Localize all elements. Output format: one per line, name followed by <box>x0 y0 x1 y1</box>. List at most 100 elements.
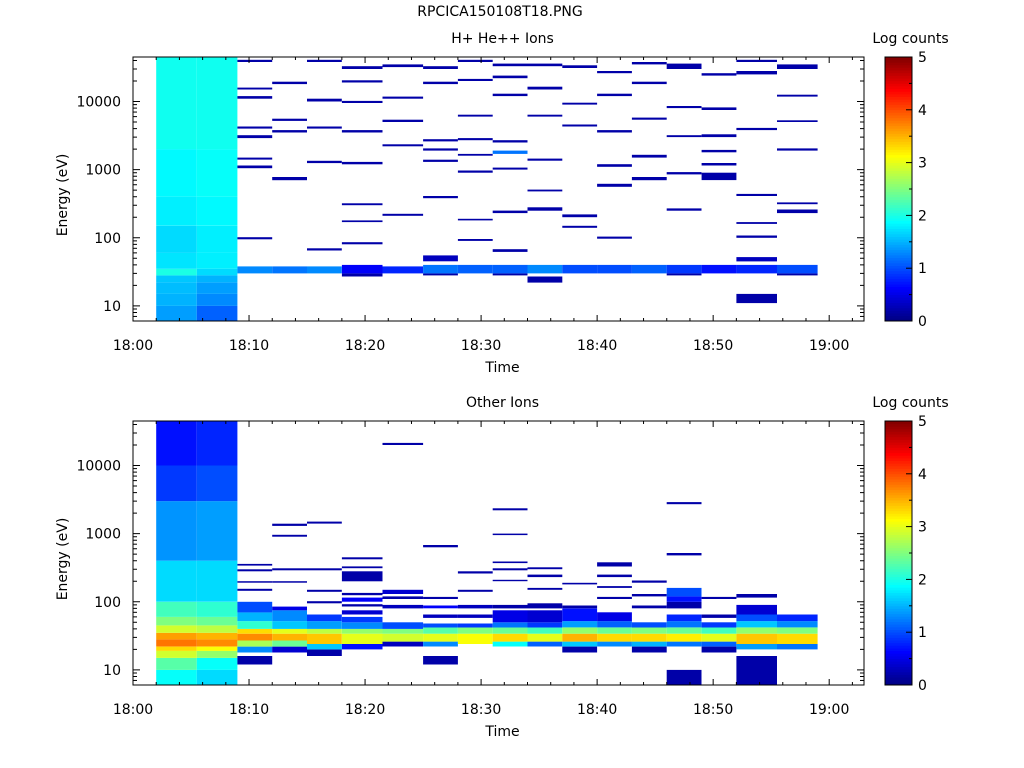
panel2-heat-cell <box>307 621 342 629</box>
panel1-colorbar-step <box>885 57 912 61</box>
panel1-colorbar-step <box>885 252 912 256</box>
panel1-heat-cell <box>736 235 777 238</box>
panel1-heat-cell <box>196 305 238 321</box>
panel1-colorbar-step <box>885 165 912 169</box>
panel1-colorbar-step <box>885 204 912 208</box>
panel2-colorbar-step <box>885 518 912 522</box>
panel1-heat-cell <box>777 209 818 214</box>
panel2-heat-cell <box>631 605 667 609</box>
panel2-heat-cell <box>156 501 197 561</box>
panel2-colorbar-step <box>885 658 912 662</box>
panel1-heat-cell <box>597 236 632 239</box>
panel1-heat-cell <box>382 144 424 147</box>
panel2-colorbar-step <box>885 650 912 654</box>
panel1-heat-cell <box>237 87 273 90</box>
panel1-heat-cell <box>341 80 383 83</box>
panel2-heat-cell <box>562 582 598 585</box>
panel1-colorbar-step <box>885 88 912 92</box>
panel2-x-tick-label: 18:50 <box>693 702 733 718</box>
panel2-colorbar-step <box>885 616 912 620</box>
panel1-colorbar-step <box>885 307 912 311</box>
panel2-heat-cell <box>423 545 458 548</box>
panel1-colorbar-step <box>885 315 912 319</box>
panel2-heat-cell <box>423 641 458 647</box>
panel2-heat-cell <box>597 612 632 622</box>
panel1-colorbar-step <box>885 152 912 156</box>
panel2-heat-cell <box>307 644 342 650</box>
panel2-heat-cell <box>666 553 702 556</box>
panel1-heat-cell <box>237 237 273 240</box>
panel1-heat-cell <box>597 130 632 133</box>
panel2-heat-cell <box>597 562 632 567</box>
panel2-heat-cell <box>527 627 563 634</box>
panel2-heat-cell <box>597 596 632 599</box>
panel1-colorbar-step <box>885 297 912 301</box>
panel1-heat-cell <box>457 138 493 141</box>
panel2-heat-cell <box>777 614 818 622</box>
panel2-colorbar-step <box>885 597 912 601</box>
panel2-colorbar-step <box>885 555 912 559</box>
panel2-colorbar-step <box>885 655 912 659</box>
panel1-heat-cell <box>423 139 458 142</box>
panel1-colorbar-step <box>885 218 912 222</box>
panel1-heat-cell <box>457 218 493 221</box>
panel1-colorbar-step <box>885 262 912 266</box>
panel2-heat-cell <box>631 641 667 647</box>
panel2-heat-cell <box>237 563 273 566</box>
panel1-colorbar-step <box>885 115 912 119</box>
panel2-x-tick-label: 18:10 <box>229 702 269 718</box>
panel1-colorbar-step <box>885 249 912 253</box>
panel1-heat-cell <box>597 164 632 167</box>
panel1-heat-cell <box>237 266 273 274</box>
panel1-colorbar-step <box>885 91 912 95</box>
panel1-heat-cell <box>156 196 197 226</box>
panel2-heat-cell <box>666 601 702 609</box>
panel2-heat-cell <box>423 627 458 634</box>
panel1-x-tick-label: 18:00 <box>113 338 153 354</box>
panel1-colorbar-step <box>885 154 912 158</box>
panel2-colorbar-step <box>885 492 912 496</box>
panel2-heat-cell <box>527 610 563 623</box>
panel1-colorbar-step <box>885 146 912 150</box>
panel2-heat-cell <box>492 610 528 623</box>
panel2-colorbar-step <box>885 553 912 557</box>
panel1-colorbar-step <box>885 276 912 280</box>
panel1-colorbar-step <box>885 310 912 314</box>
panel2-heat-cell <box>382 641 424 647</box>
panel1-heat-cell <box>423 273 458 276</box>
panel2-colorbar-step <box>885 608 912 612</box>
panel2-colorbar-step <box>885 510 912 514</box>
panel1-colorbar-step <box>885 170 912 174</box>
panel1-heat-cell <box>701 107 737 110</box>
panel1-heat-cell <box>736 257 777 262</box>
panel1-heat-cell <box>196 149 238 197</box>
panel1-colorbar-step <box>885 291 912 295</box>
panel2-y-tick-label: 100 <box>94 595 121 611</box>
panel1-heat-cell <box>382 96 424 99</box>
panel2-colorbar-step <box>885 436 912 440</box>
panel2-heat-cell <box>307 601 342 604</box>
panel1-colorbar-step <box>885 270 912 274</box>
panel2-heat-cell <box>701 646 737 653</box>
panel2-heat-cell <box>156 560 197 602</box>
panel2-heat-cell <box>457 614 493 618</box>
panel1-heat-cell <box>492 210 528 214</box>
panel1-heat-cell <box>272 177 307 181</box>
panel2-heat-cell <box>666 621 702 628</box>
panel1-heat-cell <box>457 114 493 117</box>
panel2-heat-cell <box>527 574 563 578</box>
panel2-colorbar-step <box>885 613 912 617</box>
panel1-colorbar-step <box>885 167 912 171</box>
panel1-y-tick-label: 10 <box>103 299 121 315</box>
panel1-heat-cell <box>562 225 598 228</box>
panel1-colorbar-step <box>885 299 912 303</box>
panel1-colorbar-step <box>885 278 912 282</box>
panel2-heat-cell <box>666 627 702 634</box>
panel1-heat-cell <box>156 293 197 306</box>
panel2-heat-cell <box>492 627 528 634</box>
panel2-colorbar-step <box>885 484 912 488</box>
panel2-colorbar-step <box>885 545 912 549</box>
panel2-colorbar-step <box>885 476 912 480</box>
panel1-heat-cell <box>196 268 238 276</box>
panel1-heat-cell <box>237 59 273 62</box>
